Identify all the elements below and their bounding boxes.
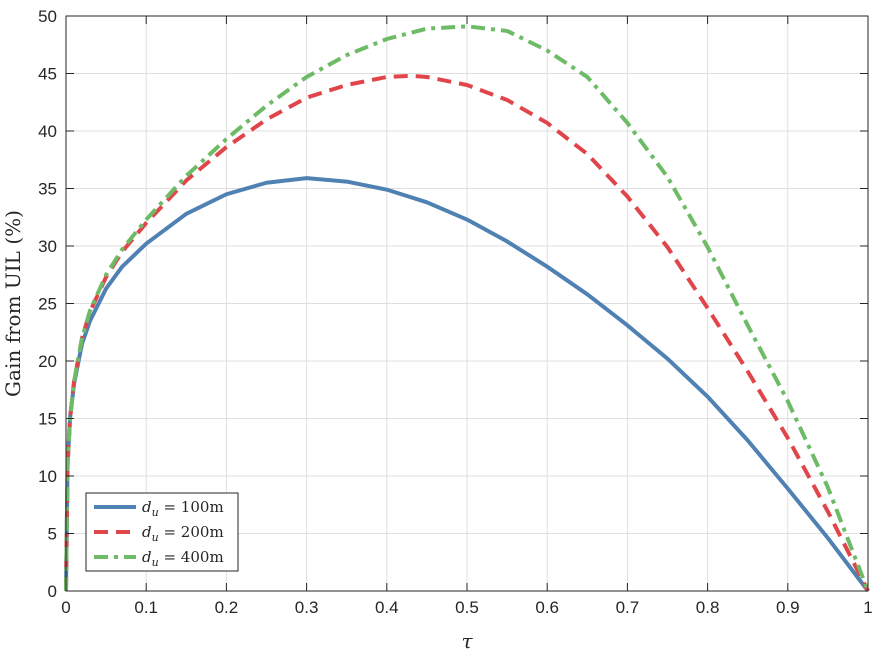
x-tick-label: 1 — [863, 598, 872, 617]
axes — [65, 15, 869, 592]
x-tick-label: 0.5 — [455, 598, 479, 617]
legend: du = 100m du = 200m du = 400m — [85, 492, 239, 572]
y-tick-label: 0 — [48, 582, 57, 601]
x-tick-label: 0.4 — [375, 598, 399, 617]
series-line-1 — [64, 176, 870, 593]
y-tick-label: 35 — [38, 180, 57, 199]
y-axis-label: Gain from UIL (%) — [1, 210, 25, 397]
y-tick-label: 25 — [38, 295, 57, 314]
x-tick-label: 0.6 — [535, 598, 559, 617]
x-tick-label: 0.7 — [616, 598, 640, 617]
x-tick-label: 0 — [61, 598, 70, 617]
x-tick-label: 0.2 — [215, 598, 239, 617]
y-tick-label: 20 — [38, 352, 57, 371]
y-tick-label: 15 — [38, 410, 57, 429]
y-tick-label: 5 — [48, 525, 57, 544]
y-tick-label: 40 — [38, 122, 57, 141]
x-tick-label: 0.1 — [134, 598, 158, 617]
tick-labels: 0 0.1 0.2 0.3 0.4 0.5 0.6 0.7 0.8 0.9 105101520253… — [38, 7, 873, 617]
legend-label-2: du = 200m — [142, 523, 224, 544]
series-line-2 — [64, 73, 870, 592]
x-tick-label: 0.3 — [295, 598, 319, 617]
legend-label-3: du = 400m — [142, 548, 224, 569]
y-tick-label: 50 — [38, 7, 57, 26]
x-tick-label: 0.8 — [696, 598, 720, 617]
x-tick-label: 0.9 — [776, 598, 800, 617]
legend-label-1: du = 100m — [142, 498, 224, 519]
series-lines — [64, 24, 870, 593]
y-tick-label: 10 — [38, 467, 57, 486]
x-axis-label: τ — [461, 629, 473, 653]
y-tick-label: 45 — [38, 65, 57, 84]
y-tick-label: 30 — [38, 237, 57, 256]
series-line-3 — [64, 24, 870, 592]
